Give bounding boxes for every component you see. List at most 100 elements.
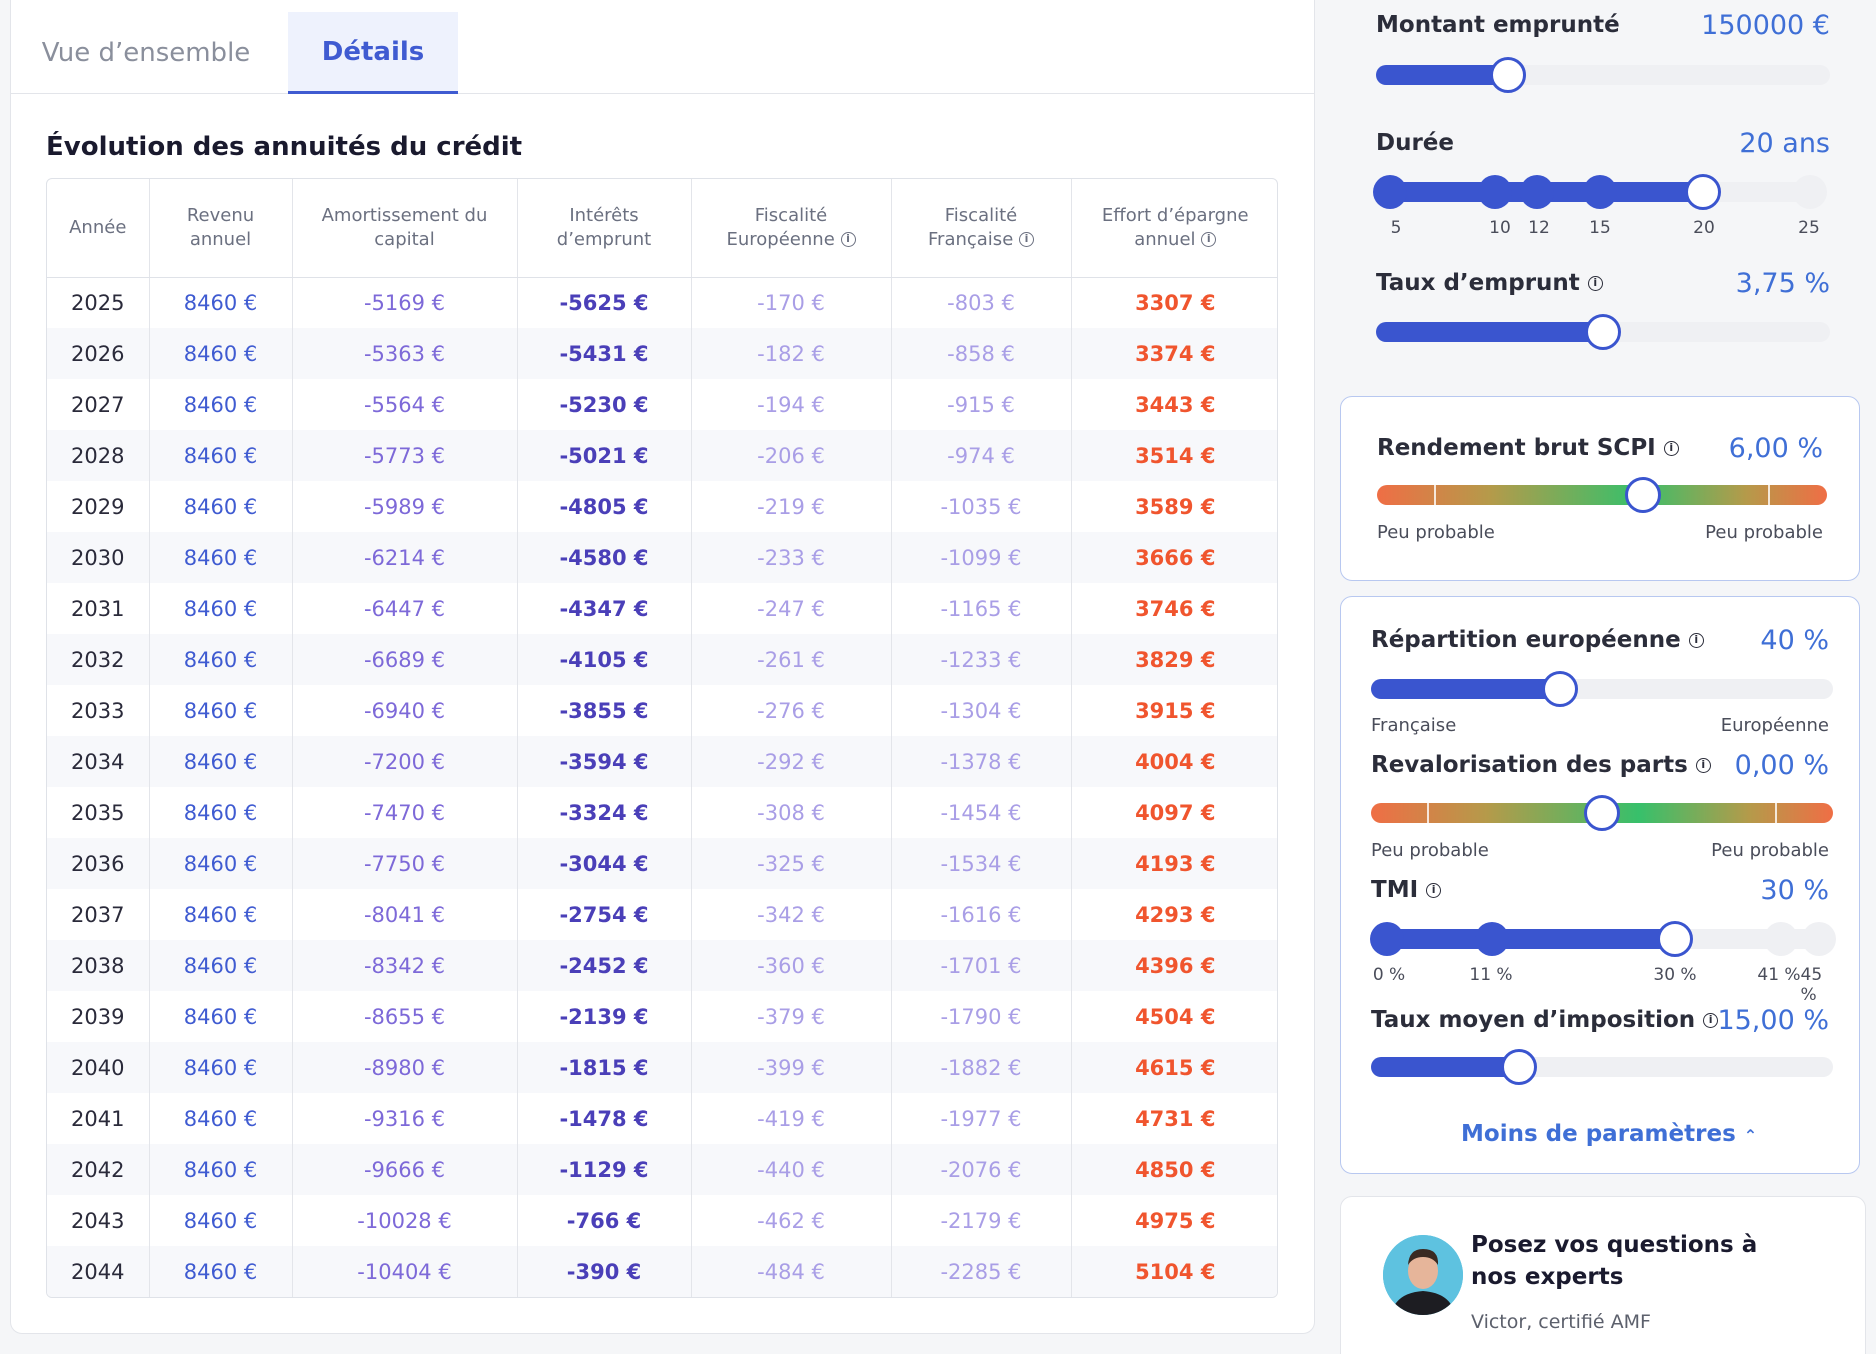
revaluation-slider[interactable]	[1371, 795, 1833, 831]
slider-thumb[interactable]	[1624, 477, 1661, 513]
cell-fr-tax: -1534 €	[891, 838, 1072, 889]
yield-slider[interactable]	[1377, 477, 1827, 513]
cell-interest: -5431 €	[517, 328, 692, 379]
split-right-label: Européenne	[1720, 715, 1829, 736]
cell-eu-tax: -233 €	[691, 532, 892, 583]
cell-interest: -4105 €	[517, 634, 692, 685]
cell-income: 8460 €	[149, 481, 293, 532]
cell-fr-tax: -915 €	[891, 379, 1072, 430]
rate-value: 3,75 %	[1735, 268, 1830, 299]
cell-eu-tax: -219 €	[691, 481, 892, 532]
tab-details[interactable]: Détails	[288, 12, 458, 94]
cell-income: 8460 €	[149, 736, 293, 787]
cell-eu-tax: -440 €	[691, 1144, 892, 1195]
slider-thumb[interactable]	[1657, 921, 1693, 957]
tmi-slider[interactable]	[1370, 921, 1836, 957]
cell-amortization: -7200 €	[292, 736, 518, 787]
tmi-step-dot[interactable]	[1370, 922, 1404, 956]
split-slider[interactable]	[1371, 671, 1833, 707]
duration-step-dot[interactable]	[1373, 175, 1407, 209]
info-icon[interactable]: i	[1587, 276, 1603, 291]
cell-amortization: -9316 €	[292, 1093, 518, 1144]
info-icon[interactable]: i	[1201, 232, 1217, 248]
cell-eu-tax: -261 €	[691, 634, 892, 685]
cell-effort: 3915 €	[1135, 698, 1216, 723]
cell-amortization: -5989 €	[292, 481, 518, 532]
loan-amount-slider[interactable]	[1376, 57, 1830, 93]
cell-income: 8460 €	[149, 940, 293, 991]
cell-interest: -1129 €	[517, 1144, 692, 1195]
rate-slider[interactable]	[1376, 314, 1830, 350]
avg-tax-value: 15,00 %	[1717, 1005, 1829, 1036]
cell-effort: 3829 €	[1071, 634, 1277, 685]
table-row: 2033 8460 € -6940 € -3855 € -276 € -1304 € 391…	[47, 685, 1277, 736]
duration-tick: 5	[1390, 218, 1402, 238]
cell-fr-tax: -2179 €	[891, 1195, 1072, 1246]
slider-thumb[interactable]	[1585, 314, 1621, 350]
cell-eu-tax: -462 €	[691, 1195, 892, 1246]
slider-thumb[interactable]	[1584, 795, 1620, 831]
table-row: 2031 8460 € -6447 € -4347 € -247 € -1165 € 374…	[47, 583, 1277, 634]
cell-year: 2028	[47, 430, 150, 481]
cell-income: 8460 €	[149, 685, 293, 736]
cell-eu-tax: -484 €	[691, 1246, 892, 1297]
avg-tax-label: Taux moyen d’imposition i	[1371, 1007, 1719, 1033]
info-icon[interactable]: i	[840, 232, 856, 248]
duration-slider[interactable]	[1373, 174, 1827, 210]
tab-overview[interactable]: Vue d’ensemble	[41, 38, 251, 68]
cell-fr-tax: -1454 €	[891, 787, 1072, 838]
duration-step-dot[interactable]	[1793, 175, 1827, 209]
slider-thumb[interactable]	[1685, 174, 1721, 210]
cell-effort: 4850 €	[1071, 1144, 1277, 1195]
info-icon[interactable]: i	[1703, 1013, 1719, 1028]
cell-fr-tax: -803 €	[891, 277, 1072, 328]
info-icon[interactable]: i	[1688, 633, 1704, 648]
cell-amortization: -5363 €	[292, 328, 518, 379]
table-row: 2032 8460 € -6689 € -4105 € -261 € -1233 €382…	[47, 634, 1277, 685]
cell-eu-tax: -292 €	[691, 736, 892, 787]
cell-interest: -3044 €	[517, 838, 692, 889]
cell-eu-tax: -342 €	[691, 889, 892, 940]
cell-year: 2027	[47, 379, 150, 430]
slider-thumb[interactable]	[1542, 671, 1579, 707]
parameters-panel: Montant emprunté 150000 € Durée 20 ans 5…	[1340, 0, 1866, 1354]
info-icon[interactable]: i	[1695, 758, 1711, 773]
duration-step-dot[interactable]	[1583, 175, 1617, 209]
cell-income: 8460 €	[149, 328, 293, 379]
cell-fr-tax: -1977 €	[891, 1093, 1072, 1144]
duration-tick: 10	[1489, 218, 1511, 238]
table-row: 2025 8460 € -5169 € -5625 € -170 € -803 € 3307…	[47, 277, 1277, 328]
avatar	[1383, 1235, 1463, 1315]
yield-left-label: Peu probable	[1377, 522, 1495, 543]
tmi-step-dot[interactable]	[1764, 922, 1798, 956]
info-icon[interactable]: i	[1426, 883, 1442, 898]
table-row: 2027 8460 € -5564 € -5230 € -194 € -915 € 3443…	[47, 379, 1277, 430]
cell-effort: 4293 €	[1135, 902, 1216, 927]
cell-amortization: -8655 €	[292, 991, 518, 1042]
cell-interest: -4347 €	[517, 583, 692, 634]
cell-amortization: -5773 €	[292, 430, 518, 481]
cell-interest: -2452 €	[517, 940, 692, 991]
cell-eu-tax: -360 €	[691, 940, 892, 991]
duration-step-dot[interactable]	[1520, 175, 1554, 209]
table-row: 2030 8460 € -6214 € -4580 € -233 € -1099 €366…	[47, 532, 1277, 583]
cell-year: 2036	[47, 838, 150, 889]
tmi-step-dot[interactable]	[1475, 922, 1509, 956]
less-params-link[interactable]: Moins de paramètres ⌃	[1461, 1121, 1758, 1147]
avg-tax-slider[interactable]	[1371, 1049, 1833, 1085]
cell-interest: -1815 €	[517, 1042, 692, 1093]
cell-year: 2029	[47, 481, 150, 532]
info-icon[interactable]: i	[1663, 441, 1679, 456]
duration-step-dot[interactable]	[1478, 175, 1512, 209]
cell-interest: -766 €	[517, 1195, 692, 1246]
expert-card[interactable]: Posez vos questions à nos experts Victor…	[1340, 1196, 1866, 1354]
cell-effort: 4615 €	[1071, 1042, 1277, 1093]
table-row: 2044 8460 € -10404 € -390 € -484 € -2285 €510…	[47, 1246, 1277, 1297]
cell-year: 2043	[47, 1195, 150, 1246]
tmi-step-dot[interactable]	[1802, 922, 1836, 956]
cell-fr-tax: -1616 €	[891, 889, 1072, 940]
slider-thumb[interactable]	[1500, 1049, 1537, 1085]
cell-income: 8460 €	[149, 1195, 293, 1246]
slider-thumb[interactable]	[1489, 57, 1526, 93]
info-icon[interactable]: i	[1019, 232, 1034, 248]
